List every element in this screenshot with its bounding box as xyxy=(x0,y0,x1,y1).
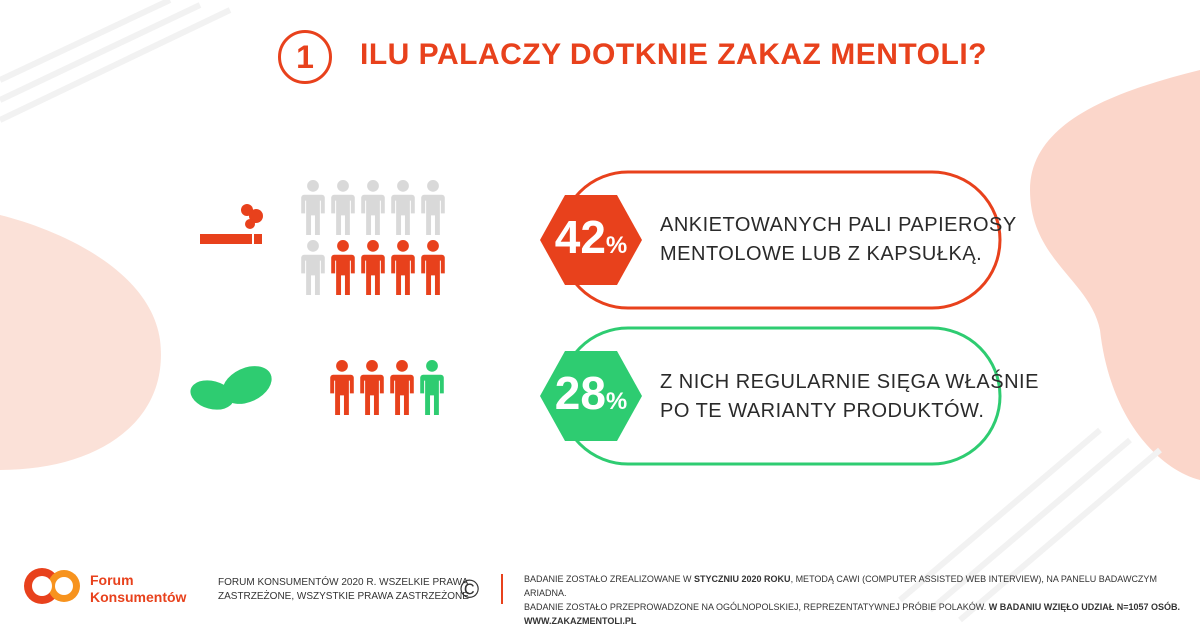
stat-text: ANKIETOWANYCH PALI PAPIEROSY MENTOLOWE LU… xyxy=(660,211,1017,269)
footnote-line: BADANIE ZOSTAŁO ZREALIZOWANE W STYCZNIU … xyxy=(524,572,1200,600)
stat-sign: % xyxy=(605,232,628,259)
text: STYCZNIU 2020 ROKU xyxy=(694,574,791,584)
text: , METODĄ CAWI (COMPUTER ASSISTED WEB INT… xyxy=(524,574,1157,598)
copyright-line: ZASTRZEŻONE, WSZYSTKIE PRAWA ZASTRZEŻONE xyxy=(218,591,469,602)
badge xyxy=(540,351,642,441)
stat-value: 28% xyxy=(536,366,646,420)
text: W BADANIU WZIĘŁO UDZIAŁ N=1057 OSÓB. xyxy=(988,602,1181,612)
cigarette-icon xyxy=(200,204,263,244)
copyright: FORUM KONSUMENTÓW 2020 R. WSZELKIE PRAWA… xyxy=(218,576,469,604)
copyright-line: FORUM KONSUMENTÓW 2020 R. WSZELKIE PRAWA xyxy=(218,577,469,588)
stat-line: Z NICH REGULARNIE SIĘGA WŁAŚNIE xyxy=(660,371,1039,393)
text: BADANIE ZOSTAŁO PRZEPROWADZONE NA OGÓLNO… xyxy=(524,602,989,612)
stat-text: Z NICH REGULARNIE SIĘGA WŁAŚNIE PO TE WAR… xyxy=(660,368,1039,426)
stat-number: 42 xyxy=(554,211,606,263)
url: WWW.ZAKAZMENTOLI.PL xyxy=(524,616,637,626)
footnote: BADANIE ZOSTAŁO ZREALIZOWANE W STYCZNIU … xyxy=(524,572,1200,627)
logo-line: Konsumentów xyxy=(90,589,187,605)
badge xyxy=(540,195,642,285)
stat-sign: % xyxy=(605,388,628,415)
stat-value: 42% xyxy=(536,210,646,264)
title: ILU PALACZY DOTKNIE ZAKAZ MENTOLI? xyxy=(360,38,987,71)
stat-line: MENTOLOWE LUB Z KAPSUŁKĄ. xyxy=(660,243,983,265)
stat-number: 28 xyxy=(554,367,606,419)
section-number: 1 xyxy=(278,30,332,84)
pictogram xyxy=(301,180,445,415)
footnote-line: WWW.ZAKAZMENTOLI.PL xyxy=(524,614,1200,627)
logo-line: Forum xyxy=(90,572,134,588)
copyright-symbol: © xyxy=(460,574,480,604)
logo-text: Forum Konsumentów xyxy=(90,572,186,606)
stat-line: PO TE WARIANTY PRODUKTÓW. xyxy=(660,400,985,422)
footnote-line: BADANIE ZOSTAŁO PRZEPROWADZONE NA OGÓLNO… xyxy=(524,600,1200,614)
leaf-icon xyxy=(190,366,272,410)
logo xyxy=(24,568,80,604)
stat-line: ANKIETOWANYCH PALI PAPIEROSY xyxy=(660,214,1017,236)
text: BADANIE ZOSTAŁO ZREALIZOWANE W xyxy=(524,574,695,584)
